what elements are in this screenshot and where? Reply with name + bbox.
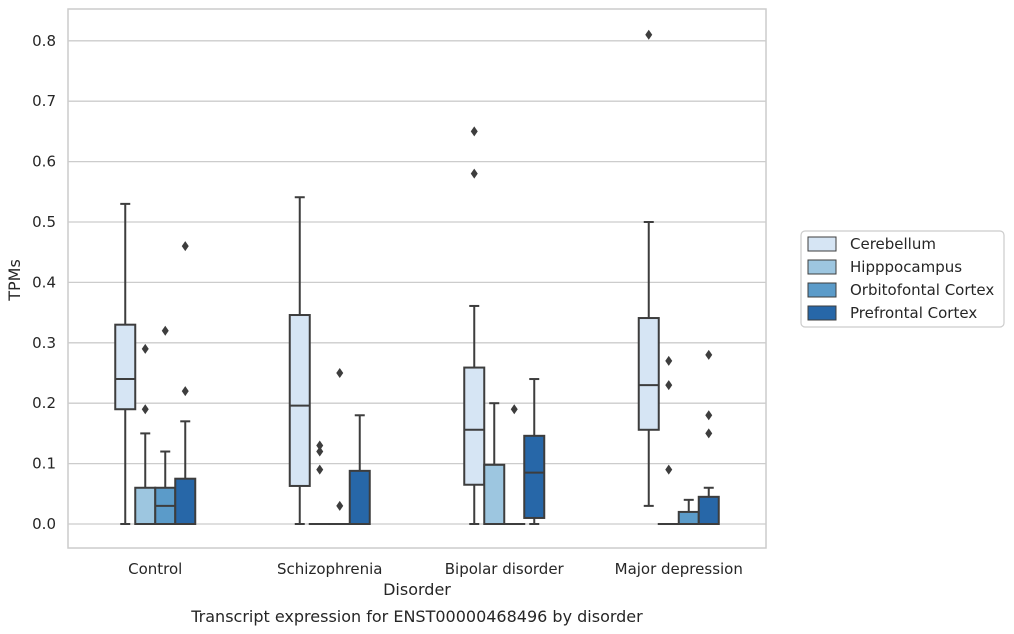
legend-entry-label: Cerebellum xyxy=(850,235,936,253)
x-tick-label: Bipolar disorder xyxy=(445,560,565,578)
x-tick-label: Major depression xyxy=(615,560,743,578)
y-axis-label: TPMs xyxy=(5,259,24,302)
box-2-3 xyxy=(677,498,700,526)
box-iqr xyxy=(174,477,197,526)
box-2-0 xyxy=(154,325,177,526)
outlier-point xyxy=(336,500,344,511)
legend: Cerebellum Hipppocampus Orbitofontal Corte… xyxy=(800,230,1005,328)
legend-frame xyxy=(800,230,1005,328)
box-iqr xyxy=(348,469,371,525)
outlier-point xyxy=(705,410,713,421)
box-iqr xyxy=(288,314,311,487)
plot-frame xyxy=(67,8,767,549)
y-tick-label: 0.7 xyxy=(32,92,56,110)
outlier-point xyxy=(141,343,149,354)
outlier-point xyxy=(705,349,713,360)
y-tick-label: 0.0 xyxy=(32,515,56,533)
box-iqr xyxy=(677,510,700,526)
outlier-point xyxy=(470,126,478,137)
y-tick-label: 0.4 xyxy=(32,273,56,291)
box-0-2 xyxy=(463,126,486,525)
x-tick-label: Control xyxy=(128,560,182,578)
box-3-3 xyxy=(697,349,720,526)
box-iqr xyxy=(523,434,546,519)
box-3-2 xyxy=(523,378,546,525)
outlier-point xyxy=(316,464,324,475)
box-2-2 xyxy=(503,404,526,526)
gridlines xyxy=(68,40,766,525)
legend-entry-label: Orbitofontal Cortex xyxy=(850,281,994,299)
outlier-point xyxy=(645,29,653,40)
outlier-point xyxy=(705,428,713,439)
y-tick-label: 0.6 xyxy=(32,153,56,171)
y-tick-label: 0.2 xyxy=(32,394,56,412)
y-tick-labels: 0.0 0.1 0.2 0.3 0.4 0.5 0.6 0.7 0.8 xyxy=(32,32,56,533)
box-0-0 xyxy=(114,202,137,525)
box-iqr xyxy=(483,463,506,526)
outlier-point xyxy=(336,368,344,378)
outlier-point xyxy=(141,404,149,415)
x-tick-labels: Control Schizophrenia Bipolar disorder Majo… xyxy=(128,560,743,578)
box-iqr xyxy=(114,323,137,411)
legend-swatch xyxy=(807,305,837,321)
outlier-point xyxy=(161,325,169,336)
box-iqr xyxy=(134,486,157,526)
outlier-point xyxy=(510,404,518,415)
box-iqr xyxy=(637,317,660,431)
outlier-point xyxy=(181,241,189,252)
box-0-1 xyxy=(288,196,311,525)
outlier-point xyxy=(665,355,673,366)
outlier-point xyxy=(470,168,478,179)
outlier-point xyxy=(316,446,324,457)
box-3-0 xyxy=(174,241,197,526)
box-0-3 xyxy=(637,29,660,507)
outlier-point xyxy=(181,386,189,397)
box-1-3 xyxy=(657,355,680,526)
outlier-point xyxy=(665,464,673,475)
legend-swatch xyxy=(807,282,837,298)
x-tick-label: Schizophrenia xyxy=(277,560,382,578)
box-1-2 xyxy=(483,402,506,526)
boxes xyxy=(114,29,720,526)
outlier-point xyxy=(316,440,324,451)
y-tick-label: 0.1 xyxy=(32,455,56,473)
box-iqr xyxy=(697,495,720,526)
box-1-1 xyxy=(308,440,331,526)
box-iqr xyxy=(463,366,486,486)
legend-entry-label: Hipppocampus xyxy=(850,258,962,276)
chart-caption: Transcript expression for ENST0000046849… xyxy=(190,607,643,626)
y-tick-label: 0.5 xyxy=(32,213,56,231)
outlier-point xyxy=(665,380,673,391)
box-1-0 xyxy=(134,343,157,526)
box-2-1 xyxy=(328,368,351,526)
y-tick-label: 0.8 xyxy=(32,32,56,50)
box-3-1 xyxy=(348,414,371,525)
legend-swatch xyxy=(807,259,837,275)
legend-entry-label: Prefrontal Cortex xyxy=(850,304,977,322)
legend-swatch xyxy=(807,236,837,252)
y-tick-label: 0.3 xyxy=(32,334,56,352)
x-axis-label: Disorder xyxy=(383,580,451,599)
